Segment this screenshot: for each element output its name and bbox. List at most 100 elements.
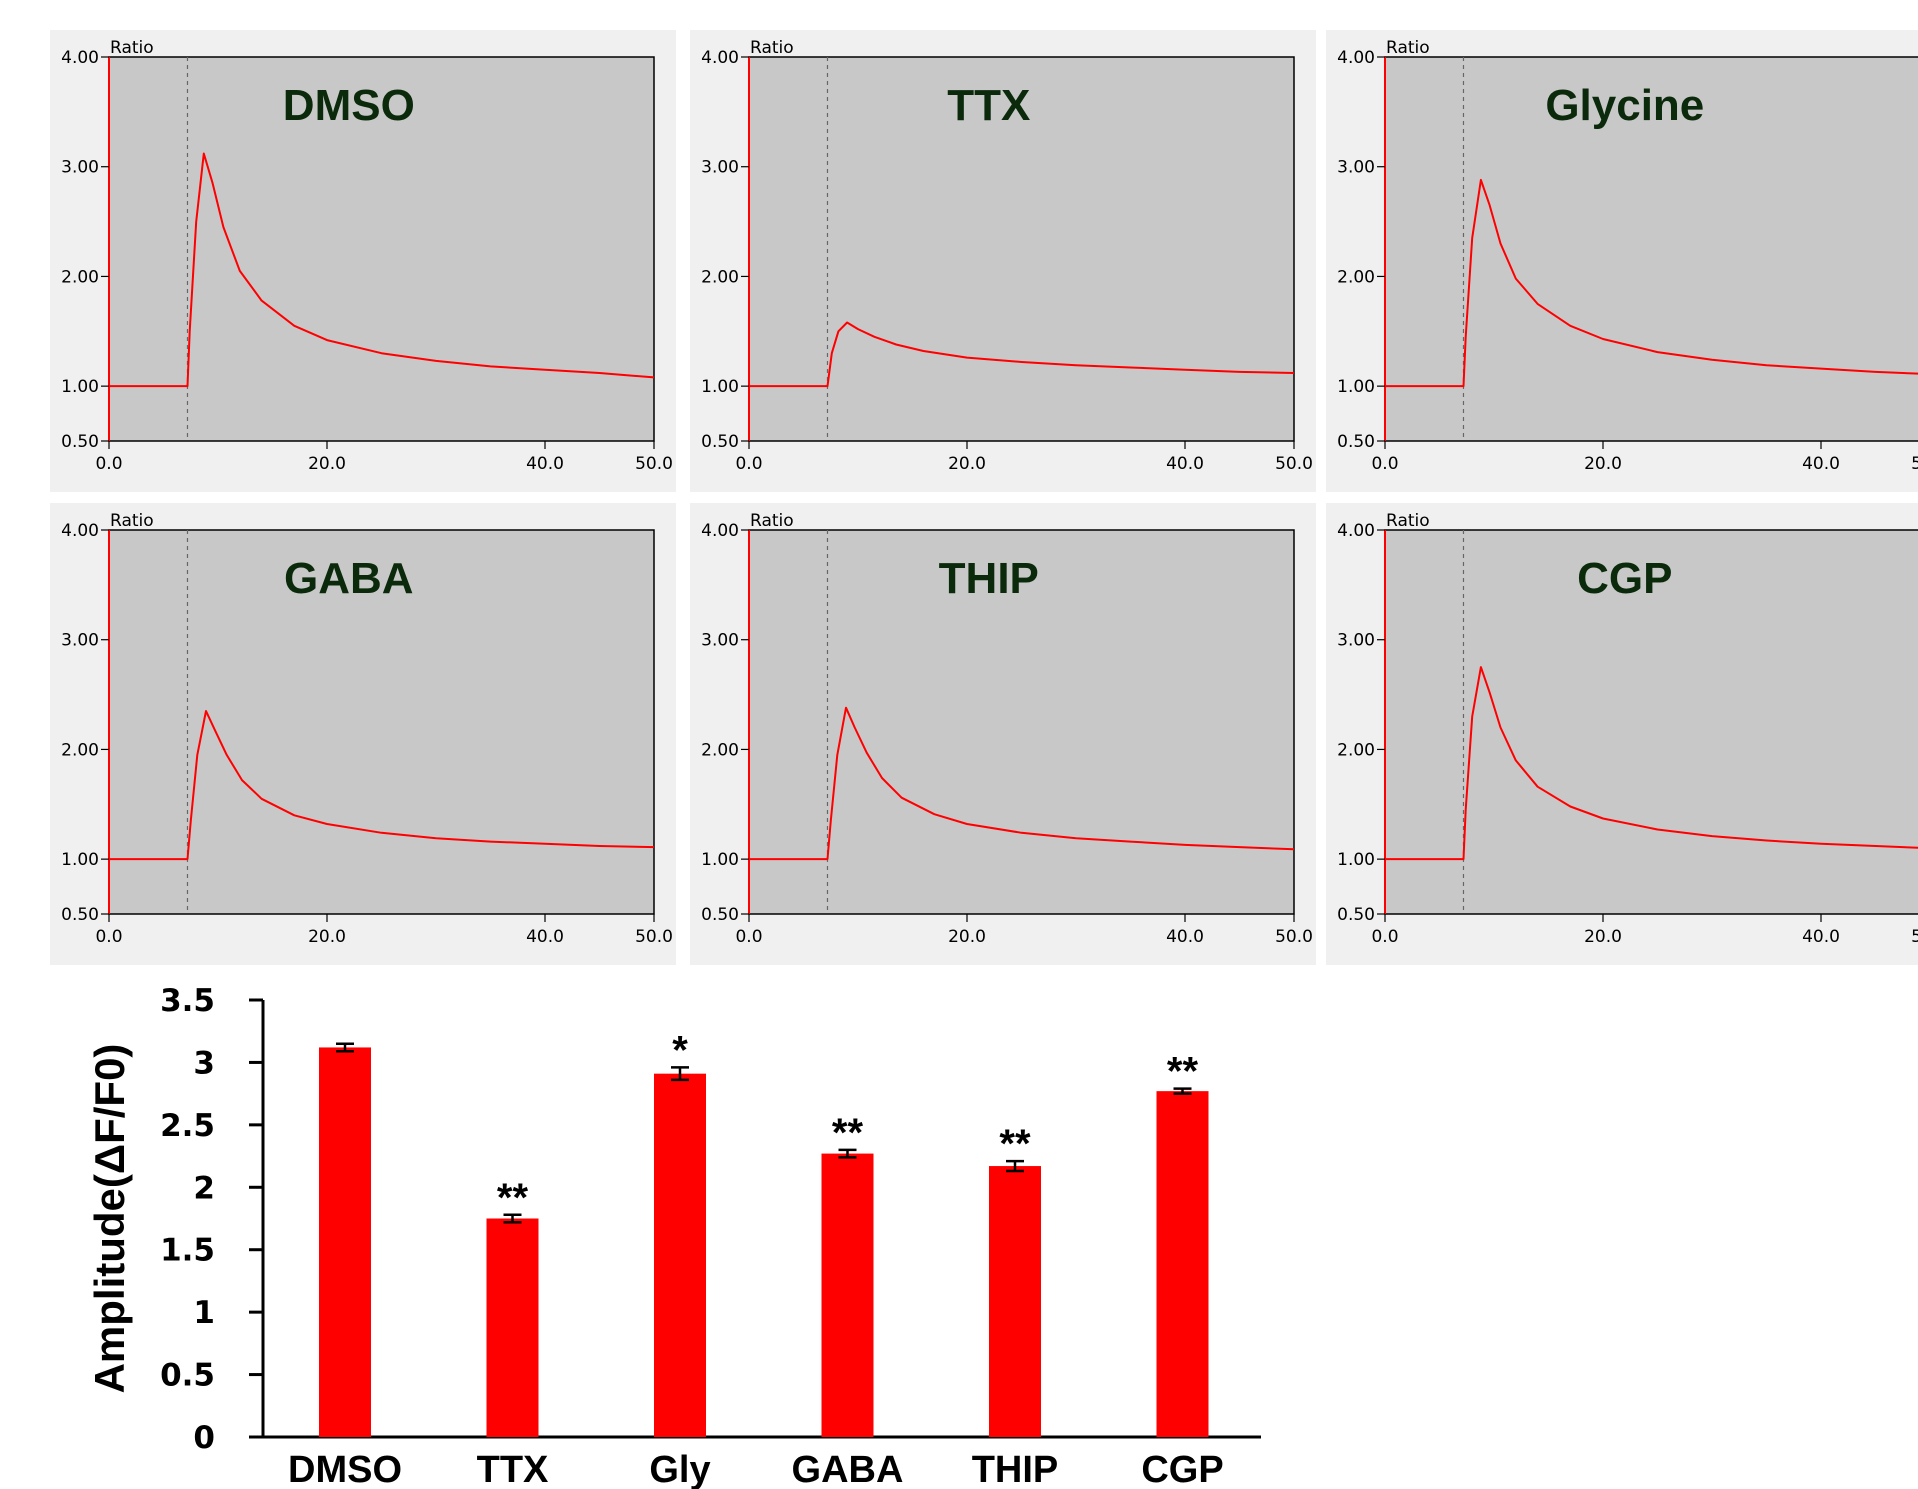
significance-marker: * [672,1028,688,1072]
bar-thip [989,1166,1041,1437]
panel-title: GABA [284,554,414,603]
bar-gaba [821,1153,874,1437]
x-tick-label: 0.0 [1371,454,1398,474]
y-tick-label: 0.50 [61,905,99,925]
trace-panel-gaba: 0.50 1.00 2.00 3.00 4.00 0.0 20.0 40.0 50.0 Ratio… [50,503,676,965]
y-tick-label: 3.00 [701,158,739,178]
plot-area [108,529,655,915]
y-tick-label: 2.00 [61,267,99,287]
y-tick-label: 1.00 [701,377,739,397]
plot-area [748,56,1295,442]
trace-line [109,152,655,388]
y-tick-label: 4.00 [61,521,99,541]
x-tick-label: 40.0 [1166,454,1204,474]
trace-panels: 0.50 1.00 2.00 3.00 4.00 0.0 20.0 40.0 50.0 Ratio… [50,30,1918,965]
y-tick-label: 1.00 [701,850,739,870]
x-tick-label: 20.0 [948,927,986,947]
significance-marker: ** [832,1111,864,1155]
y-tick-label: 1.00 [1337,377,1375,397]
x-tick-label: 50.0 [1275,454,1313,474]
y-tick-label: 1.00 [61,377,99,397]
trace-panel-thip: 0.50 1.00 2.00 3.00 4.00 0.0 20.0 40.0 50.0 Ratio… [690,503,1316,965]
x-tick-label: 40.0 [526,454,564,474]
y-tick-label: 3.00 [1337,631,1375,651]
panel-title: Glycine [1545,81,1704,130]
plot-area [1384,529,1918,915]
y-axis-label: Ratio [750,511,794,531]
bar-y-tick-label: 0 [193,1420,215,1456]
y-tick-label: 2.00 [701,267,739,287]
x-tick-label: 40.0 [1166,927,1204,947]
trace-line [1385,178,1918,388]
x-tick-label: 20.0 [948,454,986,474]
y-axis-label: Ratio [1386,38,1430,58]
bar-category-label: CGP [1141,1449,1223,1489]
y-tick-label: 4.00 [1337,521,1375,541]
bar-dmso [319,1047,371,1437]
bar-category-label: THIP [972,1449,1059,1489]
bar-category-label: DMSO [288,1449,402,1489]
panel-title: THIP [939,554,1039,603]
trace-panel-glycine: 0.50 1.00 2.00 3.00 4.00 0.0 20.0 40.0 50.0 Ratio… [1326,30,1918,492]
y-tick-label: 4.00 [1337,48,1375,68]
y-tick-label: 2.00 [1337,267,1375,287]
bar-y-tick-label: 3.5 [160,983,215,1019]
bar-cgp [1156,1091,1209,1437]
x-tick-label: 20.0 [1584,927,1622,947]
bar-y-axis-label: Amplitude(ΔF/F0) [86,1044,133,1394]
bar-y-tick-label: 1 [193,1295,215,1331]
x-tick-label: 50.0 [1911,927,1918,947]
y-tick-label: 2.00 [701,740,739,760]
y-tick-label: 2.00 [61,740,99,760]
y-tick-label: 1.00 [1337,850,1375,870]
bar-y-tick-label: 2.5 [160,1108,215,1144]
y-axis-label: Ratio [1386,511,1430,531]
bar-gly [654,1073,706,1437]
x-tick-label: 20.0 [1584,454,1622,474]
y-axis-label: Ratio [110,511,154,531]
plot-area [748,529,1295,915]
y-tick-label: 3.00 [61,631,99,651]
bar-y-tick-label: 0.5 [160,1358,215,1394]
bar-ttx [486,1218,539,1437]
x-tick-label: 40.0 [526,927,564,947]
x-tick-label: 40.0 [1802,454,1840,474]
bar-y-tick-label: 1.5 [160,1233,215,1269]
panel-title: TTX [947,81,1030,130]
y-tick-label: 3.00 [701,631,739,651]
trace-line [1385,666,1918,861]
trace-line [749,321,1295,388]
y-axis-label: Ratio [110,38,154,58]
trace-panel-dmso: 0.50 1.00 2.00 3.00 4.00 0.0 20.0 40.0 50.0 Ratio… [50,30,676,492]
bar-y-tick-label: 3 [193,1045,215,1081]
x-tick-label: 50.0 [1275,927,1313,947]
y-axis-label: Ratio [750,38,794,58]
x-tick-label: 50.0 [635,454,673,474]
plot-area [108,56,655,442]
panel-title: DMSO [283,81,415,130]
amplitude-bar-chart: 0 0.5 1 1.5 2 2.5 3 3.5 Amplitude(ΔF/F0) DMSO ** TT… [86,983,1261,1489]
y-tick-label: 4.00 [61,48,99,68]
y-tick-label: 0.50 [1337,432,1375,452]
x-tick-label: 20.0 [308,927,346,947]
y-tick-label: 1.00 [61,850,99,870]
y-tick-label: 2.00 [1337,740,1375,760]
x-tick-label: 40.0 [1802,927,1840,947]
y-tick-label: 4.00 [701,521,739,541]
bar-category-label: TTX [477,1449,549,1489]
trace-panel-cgp: 0.50 1.00 2.00 3.00 4.00 0.0 20.0 40.0 50.0 Ratio… [1326,503,1918,965]
x-tick-label: 50.0 [1911,454,1918,474]
x-tick-label: 0.0 [95,454,122,474]
y-tick-label: 0.50 [1337,905,1375,925]
trace-panel-ttx: 0.50 1.00 2.00 3.00 4.00 0.0 20.0 40.0 50.0 Ratio… [690,30,1316,492]
y-tick-label: 3.00 [61,158,99,178]
bar-category-label: GABA [792,1449,904,1489]
y-tick-label: 0.50 [701,905,739,925]
x-tick-label: 0.0 [1371,927,1398,947]
y-tick-label: 0.50 [701,432,739,452]
x-tick-label: 0.0 [735,454,762,474]
panel-title: CGP [1577,554,1672,603]
y-tick-label: 3.00 [1337,158,1375,178]
significance-marker: ** [497,1176,529,1220]
